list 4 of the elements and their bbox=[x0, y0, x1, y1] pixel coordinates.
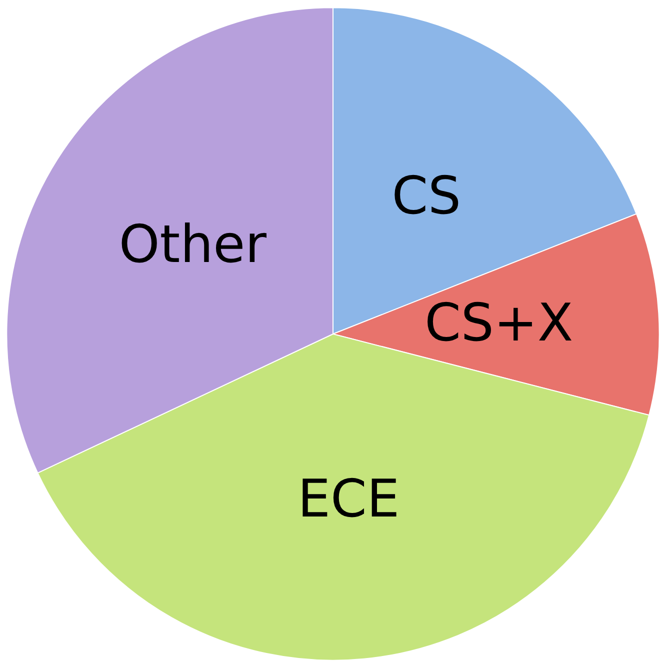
slice-label: CS+X bbox=[424, 294, 574, 354]
slice-label: Other bbox=[118, 214, 268, 275]
slice-label: ECE bbox=[298, 469, 400, 530]
slice-label: CS bbox=[392, 166, 462, 227]
